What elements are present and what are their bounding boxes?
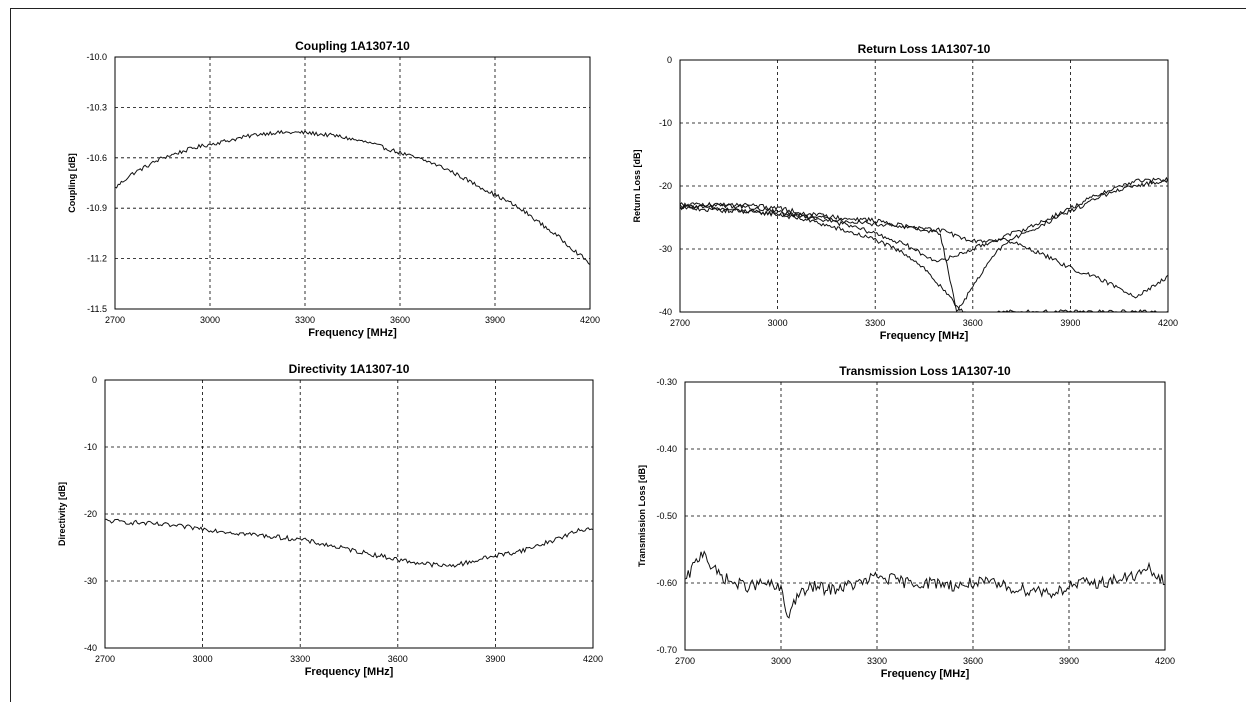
x-tick-label: 3300 <box>867 656 887 666</box>
x-tick-label: 3300 <box>290 654 310 664</box>
y-tick-label: -0.50 <box>656 511 677 521</box>
x-tick-label: 2700 <box>105 315 125 325</box>
x-tick-label: 4200 <box>1158 318 1178 328</box>
y-tick-label: -20 <box>84 509 97 519</box>
plot-area <box>104 379 594 649</box>
series-line-2 <box>680 176 1168 263</box>
y-tick-label: -0.40 <box>656 444 677 454</box>
gridlines <box>115 57 590 309</box>
x-tick-label: 3600 <box>963 318 983 328</box>
y-tick-label: -10 <box>659 118 672 128</box>
chart-title: Directivity 1A1307-10 <box>289 362 410 376</box>
y-axis-label: Return Loss [dB] <box>632 149 642 222</box>
x-tick-label: 2700 <box>95 654 115 664</box>
series-line-1 <box>685 550 1165 619</box>
x-tick-label: 4200 <box>580 315 600 325</box>
y-tick-label: -30 <box>659 244 672 254</box>
series-line-4 <box>680 178 1168 312</box>
return-loss-chart: 2700 3000 3300 3600 3900 4200 0 -10 -20 -30 -40 Re… <box>632 42 1178 342</box>
chart-title: Return Loss 1A1307-10 <box>858 42 991 56</box>
x-tick-label: 3600 <box>963 656 983 666</box>
x-tick-label: 3300 <box>295 315 315 325</box>
y-tick-label: -10.0 <box>86 52 107 62</box>
tick-labels: 2700 3000 3300 3600 3900 4200 -0.30 -0.40 -0.50 -… <box>656 377 1175 666</box>
x-tick-label: 3000 <box>200 315 220 325</box>
x-tick-label: 3900 <box>485 654 505 664</box>
x-axis-label: Frequency [MHz] <box>881 668 970 680</box>
y-tick-label: -11.2 <box>87 254 107 264</box>
y-tick-label: -30 <box>84 576 97 586</box>
chart-title: Coupling 1A1307-10 <box>295 39 410 53</box>
y-tick-label: -40 <box>84 643 97 653</box>
plot-area <box>114 56 591 310</box>
x-tick-label: 2700 <box>670 318 690 328</box>
plot-area <box>679 59 1169 313</box>
series-line-1 <box>115 129 590 266</box>
directivity-chart: 2700 3000 3300 3600 3900 4200 0 -10 -20 -30 -40 Di… <box>57 362 603 678</box>
x-axis-label: Frequency [MHz] <box>308 327 397 339</box>
x-tick-label: 3300 <box>865 318 885 328</box>
series-line-1 <box>105 518 593 568</box>
transmission-loss-chart: 2700 3000 3300 3600 3900 4200 -0.30 -0.40 -0.50 -… <box>637 364 1175 680</box>
y-tick-label: -0.30 <box>656 377 677 387</box>
y-tick-label: -10.3 <box>86 102 107 112</box>
y-tick-label: 0 <box>667 55 672 65</box>
series-lines <box>105 518 593 568</box>
x-axis-label: Frequency [MHz] <box>880 330 969 342</box>
y-tick-label: -40 <box>659 307 672 317</box>
x-tick-label: 3900 <box>1059 656 1079 666</box>
y-tick-label: -0.70 <box>656 645 677 655</box>
x-tick-label: 3600 <box>390 315 410 325</box>
x-tick-label: 3900 <box>485 315 505 325</box>
series-lines <box>115 129 590 266</box>
x-tick-label: 3000 <box>193 654 213 664</box>
x-tick-label: 3600 <box>388 654 408 664</box>
gridlines <box>680 60 1168 312</box>
y-tick-label: 0 <box>92 375 97 385</box>
x-tick-label: 3900 <box>1060 318 1080 328</box>
y-tick-label: -0.60 <box>656 578 677 588</box>
gridlines <box>105 380 593 648</box>
y-tick-label: -11.5 <box>87 304 107 314</box>
x-tick-label: 2700 <box>675 656 695 666</box>
x-axis-label: Frequency [MHz] <box>305 666 394 678</box>
series-line-3 <box>680 201 1168 299</box>
series-lines <box>680 176 1168 312</box>
y-tick-label: -10.9 <box>86 203 107 213</box>
series-lines <box>685 550 1165 619</box>
x-tick-label: 4200 <box>583 654 603 664</box>
coupling-chart: 2700 3000 3300 3600 3900 4200 -10.0 -10.3 -10.6 -… <box>67 39 600 339</box>
tick-labels: 2700 3000 3300 3600 3900 4200 0 -10 -20 -30 -40 <box>659 55 1178 328</box>
y-axis-label: Directivity [dB] <box>57 482 67 546</box>
gridlines <box>685 382 1165 650</box>
y-axis-label: Coupling [dB] <box>67 153 77 212</box>
y-axis-label: Transmission Loss [dB] <box>637 465 647 567</box>
y-tick-label: -10 <box>84 442 97 452</box>
chart-title: Transmission Loss 1A1307-10 <box>839 364 1011 378</box>
y-tick-label: -10.6 <box>86 153 107 163</box>
tick-labels: 2700 3000 3300 3600 3900 4200 -10.0 -10.3 -10.6 -… <box>86 52 600 325</box>
x-tick-label: 3000 <box>768 318 788 328</box>
y-tick-label: -20 <box>659 181 672 191</box>
tick-labels: 2700 3000 3300 3600 3900 4200 0 -10 -20 -30 -40 <box>84 375 603 664</box>
x-tick-label: 3000 <box>771 656 791 666</box>
x-tick-label: 4200 <box>1155 656 1175 666</box>
series-line-1 <box>680 202 1168 312</box>
page-frame <box>10 8 1246 702</box>
